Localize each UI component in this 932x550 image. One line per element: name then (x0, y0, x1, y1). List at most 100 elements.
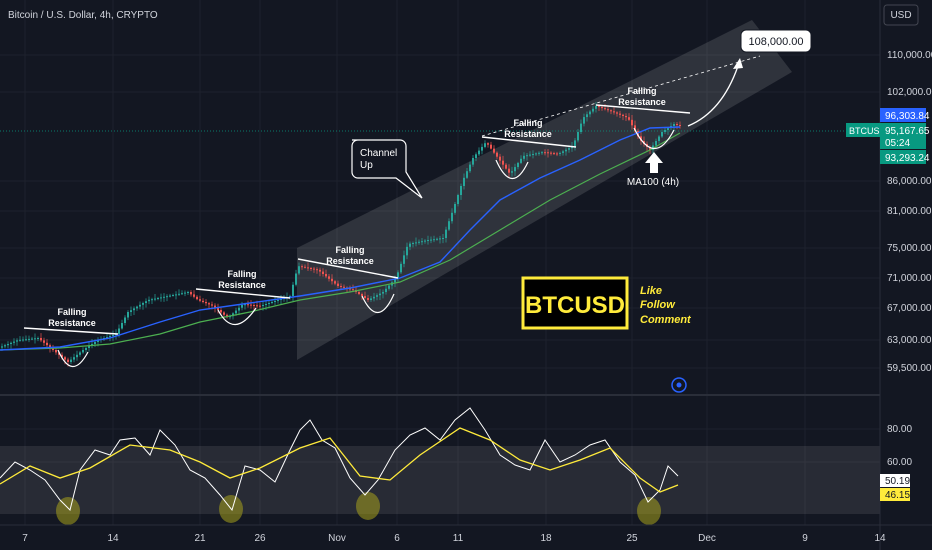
falling-label-3a: Falling (336, 245, 365, 255)
candle-body (415, 242, 417, 244)
candle-body (55, 350, 57, 353)
goto-realtime-icon[interactable] (671, 377, 687, 393)
candle-body (199, 299, 201, 301)
candle-body (373, 296, 375, 299)
candle-body (484, 143, 486, 147)
cta-follow: Follow (640, 299, 676, 311)
candle-body (151, 299, 153, 301)
rsi-band (0, 446, 880, 514)
candle-body (568, 148, 570, 150)
candle-body (274, 301, 276, 302)
candle-body (121, 323, 123, 329)
falling-label-4b: Resistance (504, 129, 552, 139)
candle-body (352, 289, 354, 291)
candle-body (232, 313, 234, 317)
candle-body (367, 298, 369, 300)
candle-body (187, 292, 189, 293)
candle-body (313, 268, 315, 270)
symbol-price-label: BTCUSD (846, 123, 887, 137)
candle-body (268, 303, 270, 304)
svg-text:93,293.24: 93,293.24 (885, 153, 930, 164)
candle-body (259, 305, 261, 307)
candle-body (277, 300, 279, 301)
currency-button[interactable]: USD (883, 4, 919, 26)
candle-body (28, 338, 30, 340)
candle-body (325, 274, 327, 277)
time-tick: 14 (874, 533, 886, 544)
candle-body (550, 152, 552, 154)
candle-body (496, 152, 498, 157)
candle-body (460, 186, 462, 195)
price-tick: 59,500.00 (887, 363, 932, 374)
candle-body (25, 339, 27, 341)
candle-body (667, 128, 669, 130)
candle-body (520, 158, 522, 163)
candle-body (154, 298, 156, 300)
time-tick: 6 (394, 533, 400, 544)
candle-body (4, 345, 6, 347)
candle-body (1, 346, 3, 348)
candle-body (166, 296, 168, 298)
time-tick: 26 (254, 533, 266, 544)
candle-body (76, 354, 78, 358)
cup-arcs (57, 127, 675, 368)
time-tick: 18 (540, 533, 552, 544)
candle-body (439, 238, 441, 240)
time-tick: 21 (194, 533, 206, 544)
candle-body (562, 151, 564, 153)
candle-body (388, 285, 390, 289)
candle-body (406, 246, 408, 256)
falling-resistance-lines (23, 104, 691, 335)
candle-body (409, 243, 411, 247)
candle-body (340, 286, 342, 287)
candle-body (535, 153, 537, 155)
candle-body (13, 341, 15, 343)
price-axis[interactable]: 110,000.00 102,000.00 86,000.00 81,000.0… (887, 50, 932, 374)
falling-label-3b: Resistance (326, 256, 374, 266)
svg-text:BTCUSD: BTCUSD (849, 126, 887, 136)
candle-body (376, 295, 378, 297)
candle-body (49, 345, 51, 348)
candle-body (493, 148, 495, 153)
candle-body (430, 239, 432, 241)
ma-green-price-label: 93,293.24 (880, 150, 930, 164)
candle-body (196, 296, 198, 300)
time-axis[interactable]: 7 14 21 26 Nov 6 11 18 25 Dec 9 14 (22, 533, 886, 544)
candle-body (649, 147, 651, 150)
target-callout[interactable]: 108,000.00 (740, 29, 812, 53)
price-tick: 71,000.00 (887, 273, 932, 284)
candle-body (616, 112, 618, 114)
rsi-value-label: 50.19 (880, 474, 910, 487)
candle-body (262, 305, 264, 306)
candle-body (307, 267, 309, 269)
candle-body (10, 342, 12, 344)
candle-body (82, 350, 84, 353)
candle-body (547, 152, 549, 154)
falling-label-5a: Falling (628, 86, 657, 96)
candle-body (244, 304, 246, 306)
candle-body (328, 276, 330, 279)
candle-body (112, 335, 114, 336)
candle-body (457, 195, 459, 204)
candle-body (31, 338, 33, 340)
candle-body (106, 337, 108, 338)
candle-body (46, 342, 48, 346)
time-tick: Nov (328, 533, 346, 544)
time-tick: Dec (698, 533, 716, 544)
rsi-axis[interactable]: 80.00 60.00 (887, 424, 912, 468)
candle-body (295, 273, 297, 285)
price-tick: 75,000.00 (887, 243, 932, 254)
candle-body (298, 266, 300, 274)
candle-body (424, 240, 426, 242)
candle-body (217, 307, 219, 310)
candle-body (202, 300, 204, 302)
falling-label-1a: Falling (58, 307, 87, 317)
candle-body (130, 310, 132, 312)
candle-body (157, 298, 159, 299)
candle-body (607, 109, 609, 111)
candle-body (418, 241, 420, 243)
channel-callout[interactable]: Channel Up (351, 139, 423, 199)
candle-body (337, 283, 339, 286)
candle-body (301, 266, 303, 268)
